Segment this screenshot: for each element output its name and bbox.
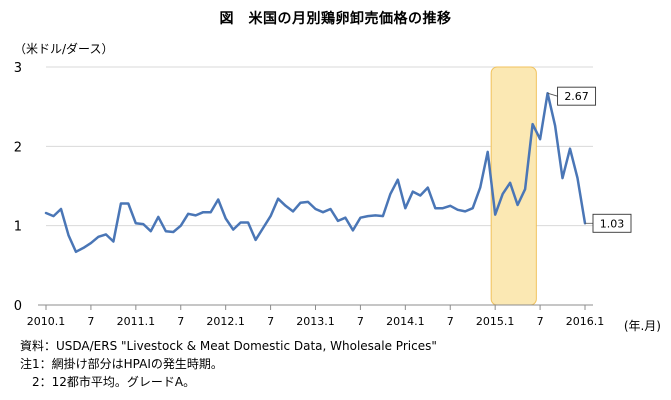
note-1: 注1：網掛け部分はHPAIの発生時期。: [20, 357, 223, 371]
callout-label: 2.67: [564, 90, 589, 103]
x-tick-label: 2013.1: [296, 315, 335, 328]
x-tick-label: 7: [447, 315, 454, 328]
x-tick-label: 7: [267, 315, 274, 328]
y-tick-label-0: 0: [14, 299, 22, 314]
x-tick-label: 7: [537, 315, 544, 328]
x-tick-label: 2016.1: [566, 315, 605, 328]
x-tick-label: 2010.1: [27, 315, 66, 328]
x-tick-label: 2015.1: [476, 315, 515, 328]
note-2: 2：12都市平均。グレードA。: [32, 375, 196, 389]
source-note: 資料：USDA/ERS "Livestock & Meat Domestic D…: [20, 339, 437, 353]
y-tick-label-2: 2: [14, 140, 22, 155]
hpai-highlight-band: [490, 66, 537, 306]
x-tick-label: 7: [357, 315, 364, 328]
y-tick-label-1: 1: [14, 220, 22, 235]
chart-title: 図 米国の月別鶏卵卸売価格の推移: [219, 11, 452, 27]
hpai-highlight-layer: [490, 66, 537, 306]
x-axis-unit-label: (年.月): [623, 319, 661, 333]
y-axis-unit-label: （米ドル/ダース）: [14, 42, 114, 56]
x-tick-label: 2014.1: [386, 315, 425, 328]
labels-layer: 0 1 2 3 2010.1 7 2011.1 7 2012.1 7 2013.1 7 2014.1 7 2…: [14, 61, 632, 328]
y-tick-label-3: 3: [14, 61, 22, 76]
x-tick-label: 2012.1: [206, 315, 245, 328]
axes: [38, 304, 593, 310]
callout-leader: [547, 92, 558, 97]
x-tick-label: 7: [177, 315, 184, 328]
x-tick-label: 2011.1: [117, 315, 156, 328]
chart-notes: 資料：USDA/ERS "Livestock & Meat Domestic D…: [20, 337, 437, 391]
x-tick-label: 7: [87, 315, 94, 328]
callout-box: [557, 86, 597, 106]
callout-label: 1.03: [600, 217, 625, 230]
callout-box: [592, 213, 632, 233]
